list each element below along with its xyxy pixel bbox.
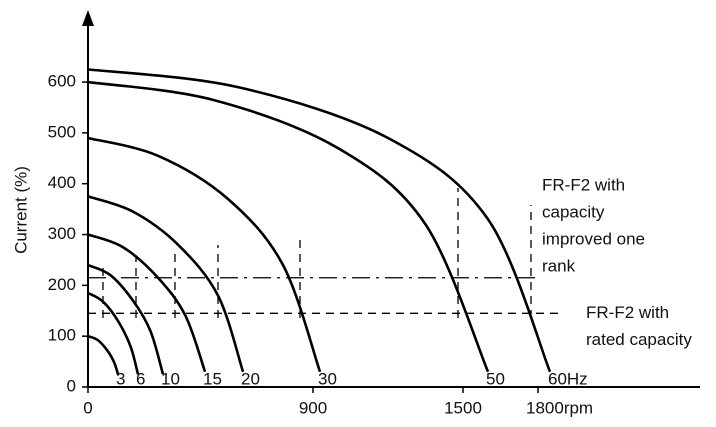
curve-label: 15: [203, 369, 222, 388]
y-tick-label: 600: [48, 72, 76, 91]
curve-label: 20: [241, 369, 260, 388]
y-tick-label: 0: [67, 376, 76, 395]
reference-label: rank: [542, 256, 576, 275]
reference-label: FR-F2 with: [542, 175, 625, 194]
x-tick-label: 0: [83, 398, 92, 417]
y-axis-arrow: [82, 10, 94, 26]
y-axis-label: Current (%): [11, 166, 30, 254]
curve: [87, 68, 552, 373]
reference-label: improved one: [542, 229, 645, 248]
guide-lines: [102, 188, 532, 318]
curve-label: 50: [486, 369, 505, 388]
y-tick-label: 200: [48, 275, 76, 294]
reference-label: FR-F2 with: [586, 303, 669, 322]
y-tick-label: 400: [48, 173, 76, 192]
x-tick-label: 1800rpm: [526, 398, 593, 417]
reference-label: capacity: [542, 202, 605, 221]
y-tick-label: 300: [48, 224, 76, 243]
curve: [87, 291, 140, 375]
curve-label: 10: [161, 369, 180, 388]
reference-label: rated capacity: [586, 330, 692, 349]
curve-label: 60Hz: [548, 369, 588, 388]
curve-label: 3: [116, 369, 125, 388]
y-tick-label: 500: [48, 122, 76, 141]
curve-label: 6: [136, 369, 145, 388]
curve: [87, 136, 322, 373]
curve-label: 30: [318, 369, 337, 388]
x-tick-label: 1500: [444, 398, 482, 417]
curve: [87, 263, 165, 375]
curve: [87, 334, 120, 375]
x-tick-label: 900: [299, 398, 327, 417]
curve: [87, 195, 245, 373]
y-tick-label: 100: [48, 326, 76, 345]
